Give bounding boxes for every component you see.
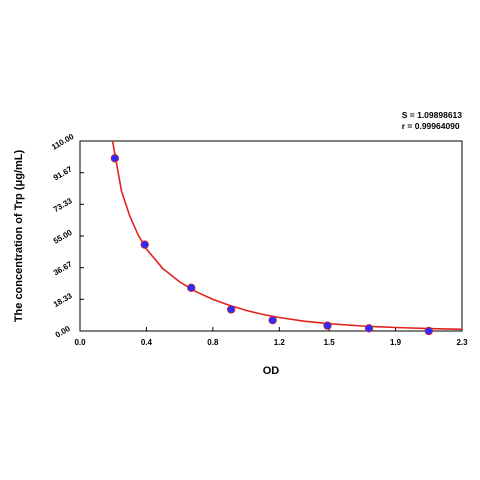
- r-value-label: r = 0.99964090: [401, 121, 460, 131]
- x-tick-label: 0.8: [207, 338, 219, 347]
- stats-box: S = 1.09898613 r = 0.99964090: [402, 110, 462, 132]
- x-tick-label: 2.3: [456, 338, 468, 347]
- fit-curve-group: [111, 141, 462, 331]
- x-tick-label: 0.0: [74, 338, 86, 347]
- x-axis-title: OD: [263, 365, 280, 377]
- data-point: [424, 326, 433, 336]
- y-tick-label: 36.67: [52, 259, 74, 277]
- fit-curve: [111, 141, 462, 331]
- plot-frame: [79, 140, 463, 332]
- y-tick-label: 91.67: [52, 164, 74, 182]
- y-tick-label: 55.00: [52, 228, 74, 246]
- data-point: [110, 154, 120, 163]
- y-tick-label: 110.00: [50, 132, 76, 152]
- x-tick-label: 0.4: [141, 338, 153, 347]
- data-point: [364, 324, 374, 333]
- data-points-group: [110, 154, 433, 336]
- x-tick-label: 1.5: [324, 338, 336, 347]
- x-axis: 0.0 0.4 0.8 1.2 1.5 1.9 2.3: [74, 327, 468, 347]
- y-axis: 0.00 18.33 36.67 55.00 73.33 91.67 110.00: [50, 132, 84, 340]
- data-point: [226, 305, 236, 314]
- x-tick-label: 1.2: [274, 338, 286, 347]
- y-tick-label: 73.33: [52, 196, 74, 214]
- data-point: [187, 283, 196, 293]
- data-point: [140, 240, 149, 249]
- y-tick-label: 18.33: [52, 291, 74, 309]
- data-point: [268, 316, 277, 325]
- x-tick-label: 1.9: [390, 338, 402, 347]
- s-value-label: S = 1.09898613: [401, 110, 462, 120]
- y-axis-title: The concentration of Trp (μg/mL): [13, 149, 25, 322]
- y-tick-label: 0.00: [54, 324, 72, 340]
- data-point: [323, 321, 332, 330]
